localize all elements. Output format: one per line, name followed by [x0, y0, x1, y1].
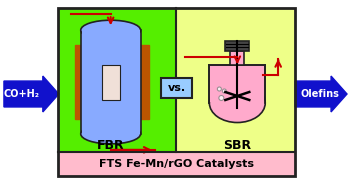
Circle shape: [222, 89, 226, 93]
Bar: [81, 30, 140, 134]
Bar: [176, 8, 295, 152]
Bar: [82, 30, 140, 134]
Bar: [102, 65, 120, 100]
Ellipse shape: [81, 124, 140, 144]
Text: CO+H₂: CO+H₂: [4, 89, 40, 99]
Bar: [230, 51, 244, 65]
Circle shape: [218, 87, 221, 91]
Ellipse shape: [81, 20, 140, 40]
Bar: [161, 78, 193, 98]
Circle shape: [219, 95, 224, 101]
FancyArrow shape: [4, 76, 59, 112]
FancyArrow shape: [295, 76, 347, 112]
Bar: [75, 45, 85, 119]
Text: FTS Fe-Mn/rGO Catalysts: FTS Fe-Mn/rGO Catalysts: [99, 159, 254, 169]
Bar: [58, 8, 295, 176]
Bar: [209, 65, 265, 103]
Bar: [225, 41, 249, 51]
Bar: [210, 66, 264, 102]
Bar: [58, 152, 295, 176]
Text: SBR: SBR: [223, 139, 251, 152]
Text: vs.: vs.: [168, 83, 186, 93]
Text: Olefins: Olefins: [301, 89, 340, 99]
Bar: [58, 8, 176, 152]
Bar: [139, 45, 149, 119]
Ellipse shape: [209, 83, 265, 122]
Text: FBR: FBR: [97, 139, 125, 152]
